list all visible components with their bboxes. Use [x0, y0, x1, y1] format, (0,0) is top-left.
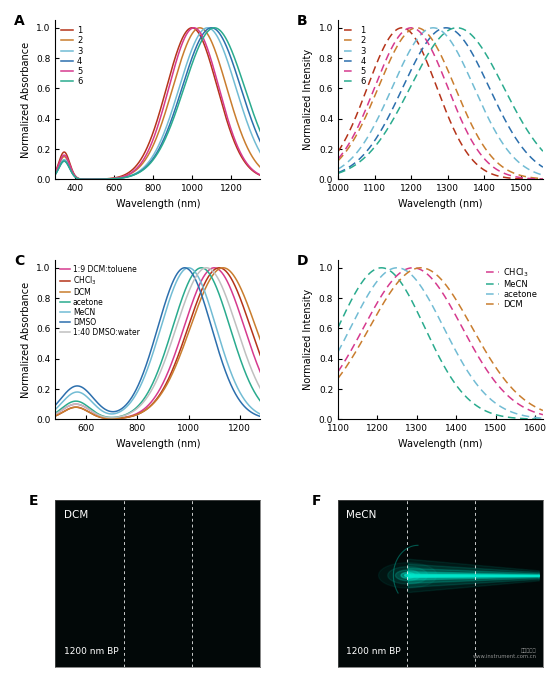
- X-axis label: Wavelength (nm): Wavelength (nm): [398, 199, 483, 209]
- Polygon shape: [396, 570, 420, 581]
- Text: 1200 nm BP: 1200 nm BP: [346, 646, 401, 656]
- Text: A: A: [14, 14, 25, 28]
- Text: F: F: [311, 493, 321, 508]
- Legend: 1:9 DCM:toluene, CHCl$_3$, DCM, acetone, MeCN, DMSO, 1:40 DMSO:water: 1:9 DCM:toluene, CHCl$_3$, DCM, acetone,…: [57, 262, 143, 340]
- Polygon shape: [378, 563, 437, 588]
- Legend: 1, 2, 3, 4, 5, 6: 1, 2, 3, 4, 5, 6: [58, 23, 86, 90]
- Y-axis label: Normalized Intensity: Normalized Intensity: [303, 49, 314, 150]
- Polygon shape: [401, 572, 414, 578]
- Y-axis label: Normalized Absorbance: Normalized Absorbance: [20, 282, 30, 398]
- X-axis label: Wavelength (nm): Wavelength (nm): [116, 199, 200, 209]
- Text: MeCN: MeCN: [346, 510, 377, 520]
- X-axis label: Wavelength (nm): Wavelength (nm): [116, 439, 200, 449]
- Text: 仪器信息网
www.instrument.com.cn: 仪器信息网 www.instrument.com.cn: [473, 648, 537, 659]
- Legend: 1, 2, 3, 4, 5, 6: 1, 2, 3, 4, 5, 6: [341, 23, 370, 90]
- Text: DCM: DCM: [64, 510, 88, 520]
- Legend: CHCl$_3$, MeCN, acetone, DCM: CHCl$_3$, MeCN, acetone, DCM: [483, 263, 540, 313]
- Y-axis label: Normalized Absorbance: Normalized Absorbance: [20, 42, 30, 158]
- Text: D: D: [297, 254, 309, 268]
- Y-axis label: Normalized Intensity: Normalized Intensity: [303, 289, 314, 390]
- X-axis label: Wavelength (nm): Wavelength (nm): [398, 439, 483, 449]
- Text: B: B: [297, 14, 307, 28]
- Polygon shape: [388, 567, 428, 584]
- Text: E: E: [29, 493, 38, 508]
- Polygon shape: [404, 574, 411, 577]
- Text: C: C: [14, 254, 25, 268]
- Text: 1200 nm BP: 1200 nm BP: [64, 646, 118, 656]
